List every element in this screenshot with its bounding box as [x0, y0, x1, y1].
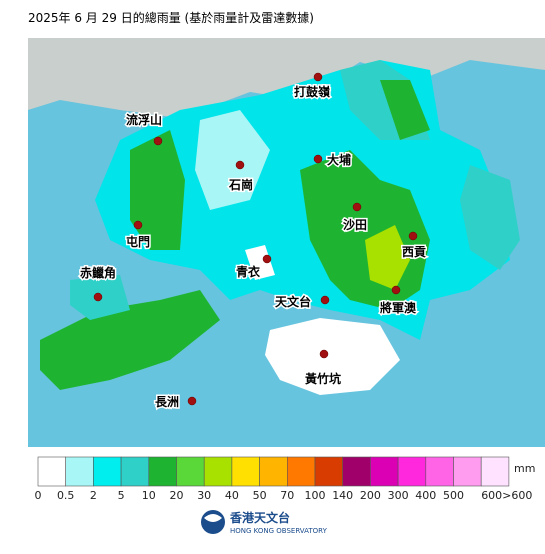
legend-swatch	[231, 456, 260, 487]
legend-swatch	[370, 456, 399, 487]
legend-swatch	[65, 456, 94, 487]
place-dot	[187, 396, 197, 406]
legend-swatch	[342, 456, 371, 487]
map	[28, 38, 545, 447]
place-dot	[391, 285, 401, 295]
place-label: 大埔	[327, 152, 351, 167]
legend-label: 30	[197, 489, 211, 502]
legend-label: 0.5	[57, 489, 75, 502]
place-dot	[262, 254, 272, 264]
legend-label: 10	[142, 489, 156, 502]
place-dot	[93, 292, 103, 302]
place-label: 打鼓嶺	[294, 84, 331, 99]
place-dot	[153, 136, 163, 146]
place-dot	[313, 154, 323, 164]
legend-swatch	[286, 456, 316, 487]
legend-label: 20	[170, 489, 184, 502]
place-label: 西貢	[402, 245, 426, 259]
legend-label: 50	[253, 489, 267, 502]
legend-swatch	[120, 456, 150, 487]
place-label: 黃竹坑	[304, 371, 341, 386]
place-dot	[352, 202, 362, 212]
legend-label: 40	[225, 489, 239, 502]
logo: 香港天文台 HONG KONG OBSERVATORY	[201, 510, 328, 535]
legend-swatch	[425, 456, 454, 487]
place-label: 屯門	[126, 234, 150, 249]
place-label: 天文台	[275, 294, 311, 309]
legend-swatch	[93, 456, 122, 487]
legend-label: 5	[118, 489, 125, 502]
legend-label: 500	[443, 489, 464, 502]
legend-label: 140	[332, 489, 353, 502]
title: 2025年 6 月 29 日的總雨量 (基於雨量計及雷達數據)	[28, 10, 314, 25]
place-label: 赤鱲角	[80, 265, 116, 280]
legend-label: 200	[360, 489, 381, 502]
legend-label: 70	[280, 489, 294, 502]
legend-swatch	[480, 456, 510, 487]
legend-swatch	[148, 456, 177, 487]
legend-unit: mm	[514, 462, 535, 475]
legend-label: 100	[305, 489, 326, 502]
logo-english: HONG KONG OBSERVATORY	[230, 527, 328, 535]
legend-swatch	[314, 456, 344, 487]
place-label: 將軍澳	[380, 300, 417, 315]
legend-swatch	[397, 456, 427, 487]
legend-label: 300	[388, 489, 409, 502]
logo-chinese: 香港天文台	[229, 510, 290, 525]
place-dot	[133, 220, 143, 230]
legend-label: 2	[90, 489, 97, 502]
place-label: 沙田	[343, 218, 367, 232]
legend-label: 400	[415, 489, 436, 502]
place-dot	[320, 295, 330, 305]
legend-label: 0	[35, 489, 42, 502]
legend-swatch	[453, 456, 482, 487]
place-label: 石崗	[228, 177, 253, 192]
place-dot	[235, 160, 245, 170]
legend-label: 600>600	[481, 489, 532, 502]
place-label: 長洲	[155, 394, 179, 409]
legend-swatch	[176, 456, 205, 487]
place-dot	[408, 231, 418, 241]
legend-swatch	[259, 456, 288, 487]
place-label: 青衣	[236, 264, 260, 279]
place-dot	[319, 349, 329, 359]
place-label: 流浮山	[126, 112, 162, 127]
legend-swatch	[203, 456, 233, 487]
place-dot	[313, 72, 323, 82]
legend-swatch	[37, 456, 67, 487]
